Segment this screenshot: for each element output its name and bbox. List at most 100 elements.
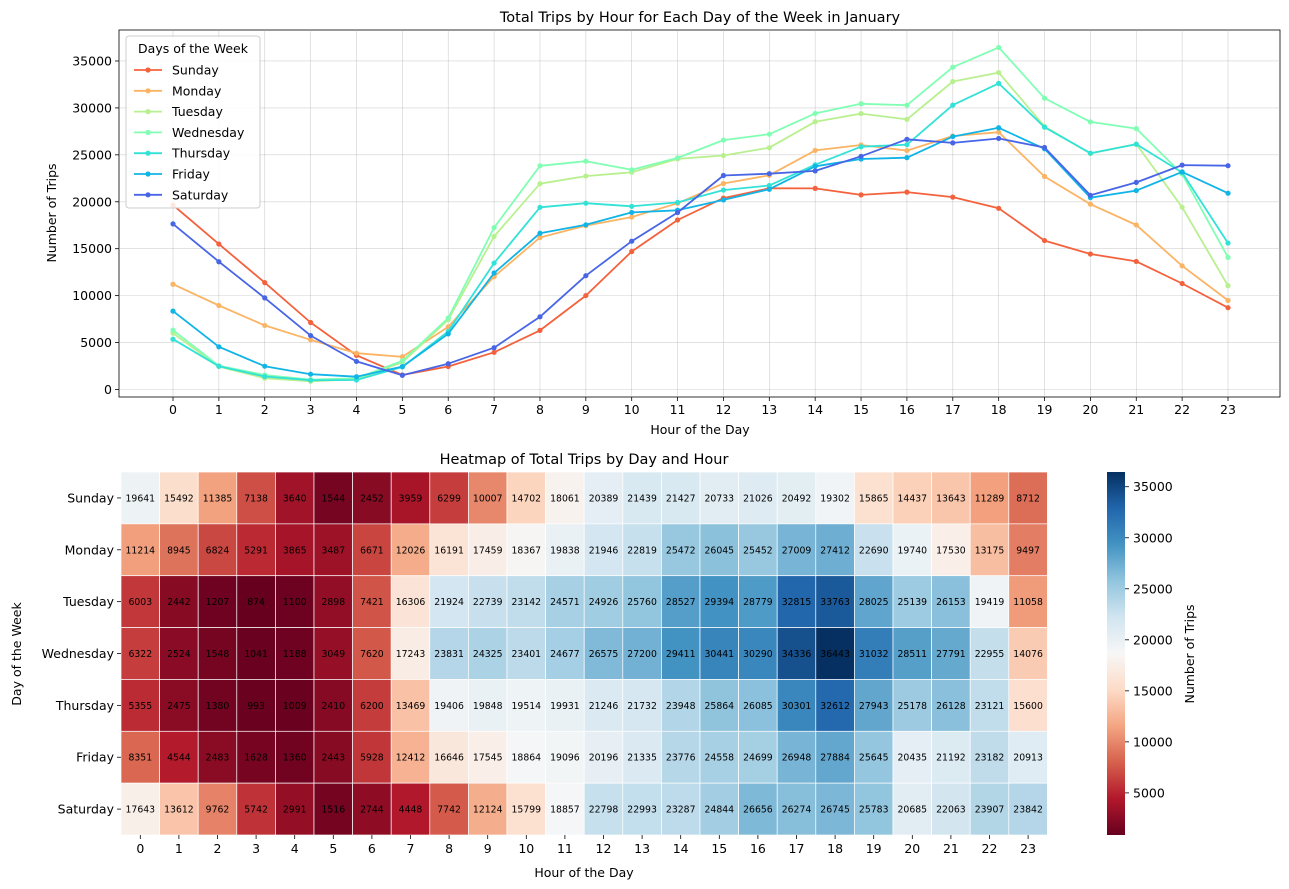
data-point-tuesday	[1225, 283, 1231, 289]
x-tick-label: 23	[1220, 402, 1236, 417]
heatmap-cell-label: 993	[247, 701, 265, 712]
heatmap-cell-label: 1628	[244, 753, 268, 764]
data-point-friday	[583, 222, 589, 228]
legend-label-saturday: Saturday	[172, 187, 229, 202]
data-point-saturday	[216, 259, 222, 265]
heatmap-x-tick-label: 1	[175, 841, 183, 856]
heatmap-cell-label: 21192	[936, 753, 966, 764]
data-point-thursday	[766, 182, 772, 189]
heatmap-x-tick-label: 14	[673, 841, 689, 856]
heatmap-chart: Heatmap of Total Trips by Day and Hour H…	[9, 452, 1197, 880]
heatmap-cell	[815, 471, 855, 525]
y-tick-label: 25000	[72, 147, 112, 162]
heatmap-cell-label: 19848	[473, 701, 503, 712]
heatmap-cell-label: 21439	[627, 493, 657, 504]
heatmap-cell-label: 28779	[743, 597, 773, 608]
heatmap-cell	[622, 679, 662, 732]
legend-box	[125, 35, 261, 209]
data-point-saturday	[858, 153, 864, 159]
data-point-wednesday	[445, 315, 451, 321]
heatmap-cell-label: 6322	[128, 649, 152, 660]
data-point-thursday	[1133, 141, 1139, 147]
heatmap-cell-label: 5355	[128, 701, 152, 712]
heatmap-cell	[1008, 679, 1048, 732]
heatmap-cell-label: 14076	[1013, 649, 1043, 660]
heatmap-cell	[390, 782, 431, 836]
data-point-tuesday	[1179, 204, 1185, 210]
data-point-monday	[399, 354, 405, 360]
data-point-friday	[308, 371, 314, 377]
data-point-wednesday	[674, 155, 681, 161]
data-point-saturday	[674, 209, 681, 216]
heatmap-x-tick-label: 16	[750, 841, 766, 856]
data-point-friday	[399, 363, 405, 370]
heatmap-cell-label: 2524	[167, 649, 191, 660]
heatmap-cell-label: 7742	[437, 805, 461, 816]
heatmap-cell-label: 1544	[321, 493, 345, 504]
heatmap-cell-label: 18061	[550, 493, 580, 504]
legend-label-friday: Friday	[172, 167, 210, 182]
heatmap-cell-label: 19406	[434, 701, 464, 712]
heatmap-cell	[776, 730, 817, 784]
line-chart-y-ticks: 0 5000 10000 15000 20000 25000 30000 35000	[72, 53, 119, 397]
data-point-monday	[720, 180, 727, 187]
series-line-friday	[172, 126, 1229, 378]
y-tick-label: 10000	[72, 288, 112, 303]
data-point-monday	[216, 302, 222, 309]
heatmap-cell-label: 15865	[859, 493, 889, 504]
heatmap-x-tick-label: 0	[136, 841, 144, 856]
data-point-wednesday	[766, 131, 772, 137]
heatmap-cell-label: 12026	[396, 545, 426, 556]
data-point-saturday	[812, 168, 818, 174]
heatmap-x-tick-label: 8	[445, 841, 453, 856]
heatmap-cell-label: 33763	[820, 597, 850, 608]
heatmap-cell-label: 7620	[360, 649, 384, 660]
data-point-sunday	[1087, 251, 1093, 257]
heatmap-cell	[622, 471, 662, 525]
data-point-sunday	[308, 319, 314, 326]
heatmap-cell	[815, 730, 855, 784]
legend-label-wednesday: Wednesday	[172, 125, 245, 140]
data-point-sunday	[491, 349, 497, 355]
heatmap-x-tick-label: 11	[557, 841, 573, 856]
y-tick-label: 0	[104, 382, 112, 397]
x-tick-label: 2	[261, 402, 269, 417]
heatmap-cell	[1008, 575, 1048, 628]
legend-marker-monday	[145, 88, 151, 94]
heatmap-cell-label: 20435	[898, 753, 928, 764]
heatmap-cell-label: 4544	[167, 753, 191, 764]
heatmap-cell	[506, 575, 546, 628]
heatmap-cell-label: 27200	[627, 649, 657, 660]
heatmap-cell-label: 30441	[705, 649, 735, 660]
y-tick-label: 15000	[72, 241, 112, 256]
heatmap-cell-label: 6671	[360, 545, 384, 556]
heatmap-cell-label: 4448	[399, 805, 423, 816]
heatmap-cell-label: 23776	[666, 753, 696, 764]
data-point-thursday	[308, 377, 314, 383]
heatmap-cell-label: 26745	[820, 805, 850, 816]
heatmap-cell-label: 27884	[820, 753, 850, 764]
heatmap-cell-label: 21246	[589, 701, 619, 712]
data-point-friday	[262, 363, 268, 369]
data-point-sunday	[812, 185, 818, 191]
heatmap-cell-label: 23842	[1013, 805, 1043, 816]
heatmap-cell-label: 19931	[550, 701, 580, 712]
heatmap-cell-label: 26045	[705, 545, 735, 556]
data-point-sunday	[950, 194, 956, 200]
heatmap-cell	[583, 679, 624, 732]
heatmap-cell	[583, 782, 624, 836]
heatmap-cell	[738, 523, 778, 577]
heatmap-cell	[661, 575, 701, 628]
x-tick-label: 10	[624, 402, 640, 417]
heatmap-cell-label: 23182	[975, 753, 1005, 764]
heatmap-cell	[854, 782, 894, 836]
data-point-saturday	[262, 295, 268, 301]
data-point-monday	[904, 147, 910, 154]
heatmap-cell	[738, 730, 778, 784]
data-point-tuesday	[950, 78, 956, 85]
heatmap-cell	[545, 627, 585, 680]
heatmap-cell-label: 18367	[512, 545, 542, 556]
heatmap-cell	[159, 782, 199, 836]
data-point-wednesday	[1041, 95, 1048, 101]
heatmap-cell-label: 8945	[167, 545, 191, 556]
